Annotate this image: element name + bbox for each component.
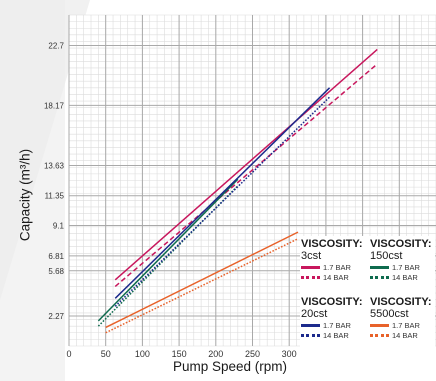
series-line	[105, 238, 299, 334]
y-tick-label: 18.17	[44, 101, 65, 110]
legend-swatch-solid	[370, 324, 389, 327]
y-tick-label: 22.7	[48, 41, 64, 50]
series-line	[114, 63, 378, 287]
legend-label: 14 BAR	[392, 273, 418, 282]
x-tick-label: 200	[208, 349, 223, 359]
legend-label: 1.7 BAR	[323, 263, 351, 272]
series-line	[97, 178, 239, 322]
legend-label: 1.7 BAR	[392, 263, 420, 272]
legend-heading: VISCOSITY:	[370, 296, 432, 308]
legend-label: 14 BAR	[323, 273, 349, 282]
series-line	[114, 87, 331, 299]
series-line	[97, 185, 239, 327]
y-axis-label: Capacity (m³/h)	[17, 148, 33, 242]
series-line	[105, 231, 299, 329]
legend-swatch-solid	[370, 266, 389, 269]
x-tick-label: 50	[101, 349, 111, 359]
y-tick-label: 9.1	[53, 222, 65, 231]
legend-label: 14 BAR	[323, 331, 349, 340]
legend-swatch-solid	[301, 324, 320, 327]
legend-group-3cst: VISCOSITY: 3cst 1.7 BAR 14 BAR	[301, 238, 367, 282]
y-tick-label: 13.63	[44, 162, 65, 171]
y-tick-label: 5.68	[48, 267, 64, 276]
legend-swatch-dotted	[370, 276, 389, 279]
legend-swatch-dotted	[370, 334, 389, 337]
x-axis-label: Pump Speed (rpm)	[172, 359, 288, 374]
legend-label: 1.7 BAR	[323, 321, 351, 330]
legend-label: 14 BAR	[392, 331, 418, 340]
legend-label: 1.7 BAR	[392, 321, 420, 330]
legend-heading: VISCOSITY:	[301, 296, 363, 308]
legend-viscosity: 3cst	[301, 250, 322, 262]
legend-group-150cst: VISCOSITY: 150cst 1.7 BAR 14 BAR	[370, 238, 436, 282]
legend-viscosity: 5500cst	[370, 308, 409, 320]
y-tick-label: 11.35	[45, 192, 65, 201]
legend-group-20cst: VISCOSITY: 20cst 1.7 BAR 14 BAR	[301, 296, 367, 340]
legend-heading: VISCOSITY:	[301, 238, 363, 250]
y-tick-label: 6.81	[48, 252, 64, 261]
legend-viscosity: 150cst	[370, 250, 403, 262]
series-line	[114, 48, 378, 281]
legend-swatch-dotted	[301, 334, 320, 337]
x-tick-label: 150	[172, 349, 187, 359]
legend-swatch-solid	[301, 266, 320, 269]
x-tick-label: 300	[282, 349, 297, 359]
x-tick-label: 0	[66, 349, 71, 359]
legend: VISCOSITY: 3cst 1.7 BAR 14 BAR VISCOSITY…	[300, 236, 435, 370]
y-tick-label: 2.27	[48, 312, 64, 321]
legend-group-5500cst: VISCOSITY: 5500cst 1.7 BAR 14 BAR	[370, 296, 436, 340]
x-tick-label: 100	[135, 349, 150, 359]
legend-viscosity: 20cst	[301, 308, 328, 320]
legend-swatch-dashed	[301, 276, 320, 279]
x-tick-label: 250	[245, 349, 260, 359]
legend-heading: VISCOSITY:	[370, 238, 432, 250]
